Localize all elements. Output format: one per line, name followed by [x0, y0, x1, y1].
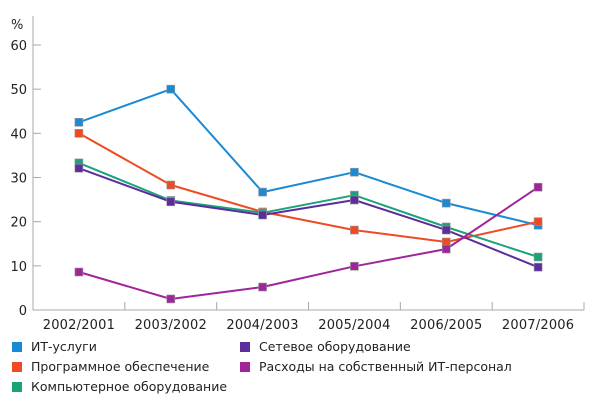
- y-tick-label: 0: [19, 304, 27, 319]
- y-tick-label: 10: [10, 260, 27, 275]
- legend-swatch: [240, 341, 250, 352]
- legend-label: ИТ-услуги: [31, 339, 97, 354]
- data-point: [74, 163, 84, 173]
- data-point: [441, 244, 451, 254]
- data-point: [74, 129, 84, 138]
- data-point: [533, 182, 543, 192]
- series-markers: [74, 84, 543, 304]
- legend-label: Расходы на собственный ИТ-персонал: [259, 359, 512, 374]
- x-tick-label: 2007/2006: [502, 318, 574, 333]
- data-point: [533, 252, 543, 262]
- data-point: [258, 210, 267, 220]
- legend-label: Программное обеспечение: [31, 359, 210, 374]
- data-point: [441, 225, 451, 235]
- series-line-4: [78, 186, 539, 300]
- legend-swatch: [12, 381, 22, 392]
- y-tick-label: 20: [10, 216, 27, 231]
- legend-item: Программное обеспечение: [12, 359, 209, 374]
- y-tick-label: 40: [10, 127, 27, 142]
- legend-swatch: [12, 341, 22, 352]
- legend-swatch: [240, 361, 250, 372]
- legend-item: Сетевое оборудование: [240, 339, 411, 354]
- legend-label: Сетевое оборудование: [259, 339, 411, 354]
- data-point: [441, 198, 451, 208]
- legend-item: Расходы на собственный ИТ-персонал: [240, 359, 512, 374]
- data-point: [258, 187, 267, 197]
- series-line-2: [78, 161, 539, 258]
- series-line-0: [78, 88, 539, 227]
- legend-swatch: [12, 361, 22, 372]
- series-lines: [78, 88, 539, 300]
- x-tick-label: 2005/2004: [318, 318, 390, 333]
- data-point: [258, 282, 267, 292]
- legend-label: Компьютерное оборудование: [31, 379, 228, 394]
- data-point: [350, 195, 359, 205]
- legend-item: ИТ-услуги: [12, 339, 97, 354]
- axes: % 0 10 20 30 40 50 60 2002/2001 2003/2002 2004/200…: [10, 16, 585, 333]
- y-tick-label: 30: [10, 172, 27, 187]
- data-point: [350, 167, 359, 177]
- data-point: [74, 117, 84, 127]
- data-point: [350, 225, 359, 235]
- y-axis-label: %: [11, 18, 23, 33]
- data-point: [166, 294, 176, 304]
- series-line-1: [78, 132, 539, 243]
- x-tick-label: 2004/2003: [226, 318, 298, 333]
- data-point: [533, 262, 543, 272]
- legend-item: Компьютерное оборудование: [12, 379, 227, 394]
- data-point: [166, 84, 176, 94]
- y-tick-label: 60: [10, 39, 27, 54]
- series-line-3: [78, 167, 539, 269]
- data-point: [350, 261, 359, 271]
- data-point: [533, 217, 543, 226]
- y-tick-label: 50: [10, 83, 27, 98]
- x-tick-label: 2006/2005: [410, 318, 482, 333]
- data-point: [74, 267, 84, 277]
- data-point: [166, 197, 176, 207]
- x-tick-label: 2002/2001: [43, 318, 115, 333]
- data-point: [166, 180, 176, 190]
- x-tick-label: 2003/2002: [135, 318, 207, 333]
